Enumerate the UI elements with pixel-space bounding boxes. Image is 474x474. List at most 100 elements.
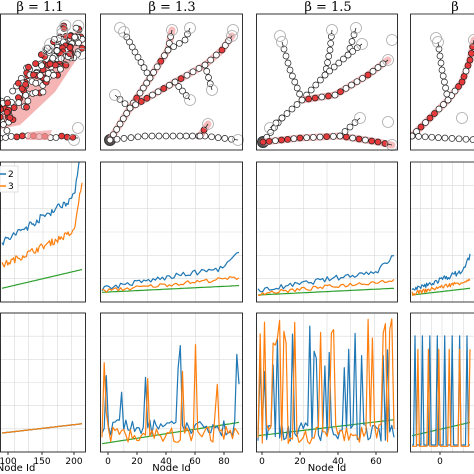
tree-node <box>340 55 347 63</box>
tree-node <box>0 121 7 128</box>
tree-node <box>289 72 296 80</box>
tree-node <box>353 78 361 86</box>
panel-frame <box>410 161 474 303</box>
tree-node <box>369 67 377 75</box>
tree-node <box>52 134 60 141</box>
leaf-node <box>68 134 80 146</box>
series-line-0 <box>101 251 240 291</box>
tree-node <box>37 51 45 58</box>
tree-node <box>15 99 23 106</box>
tree-node <box>22 81 29 88</box>
legend: 23 <box>0 165 19 193</box>
tree-node <box>123 109 131 117</box>
tree-node <box>141 132 149 140</box>
tree-node <box>189 132 196 140</box>
series-line-2 <box>257 287 395 296</box>
tree-panel-0 <box>0 13 86 151</box>
x-tick-label: 40 <box>332 457 344 467</box>
tree-node <box>349 134 357 142</box>
tree-node <box>464 62 472 69</box>
series-line-0 <box>257 255 395 293</box>
leaf-node <box>184 22 196 34</box>
tree-node <box>325 92 332 100</box>
panel-frame <box>100 312 243 453</box>
tree-node <box>288 105 296 113</box>
tree-node <box>374 138 382 146</box>
tree-node <box>134 133 142 141</box>
tree-node <box>113 135 121 143</box>
leaf-node <box>109 89 121 101</box>
tree-node <box>72 24 80 32</box>
leaf-node <box>72 19 85 32</box>
leaf-node <box>274 30 286 42</box>
panel-frame <box>256 161 398 303</box>
tree-node <box>153 63 161 71</box>
tree-node <box>439 72 447 80</box>
tree-node <box>126 104 134 112</box>
x-tick-label: 60 <box>370 457 382 467</box>
tree-node <box>160 85 168 92</box>
tree-node <box>355 135 363 143</box>
leaf-node <box>60 51 73 64</box>
column-titles: β = 1.1 β = 1.3 β = 1.5 β <box>16 0 458 15</box>
series-line-0 <box>101 345 240 437</box>
tree-node <box>132 101 139 109</box>
series-line-1 <box>101 344 240 443</box>
tree-node <box>312 81 320 89</box>
tree-node <box>32 79 40 87</box>
line-panel-mid-panels-1 <box>100 161 243 303</box>
leaf-node <box>114 22 126 34</box>
tree-node <box>284 59 292 67</box>
tree-node <box>120 135 128 142</box>
tree-node <box>327 39 335 47</box>
tree-node <box>66 44 74 51</box>
tree-node <box>164 46 172 54</box>
tree-node <box>448 135 456 142</box>
tree-node <box>455 83 462 90</box>
line-panel-bot-panels-0: 100 150 200 Node Id <box>0 312 86 474</box>
tree-node <box>212 51 220 59</box>
tree-node <box>9 87 16 95</box>
tree-node <box>296 134 304 142</box>
tree-node <box>364 71 372 79</box>
series-line-1 <box>411 278 471 296</box>
leaf-node <box>382 54 394 66</box>
leaf-node <box>264 122 276 134</box>
tree-node <box>421 133 429 141</box>
tree-node <box>189 68 197 76</box>
panel-frame <box>0 161 86 303</box>
tree-node <box>113 125 121 133</box>
leaf-node <box>202 118 214 130</box>
tree-node <box>344 51 352 59</box>
tree-node <box>271 137 279 145</box>
tree-node <box>379 60 387 68</box>
tree-node <box>169 132 177 140</box>
legend-label: 2 <box>8 170 14 180</box>
tree-node <box>32 89 39 97</box>
tree-panel-frame <box>256 13 398 151</box>
panel-frame <box>410 312 474 453</box>
x-tick-label: 40 <box>160 457 172 467</box>
leaf-node <box>356 38 368 50</box>
leaf-node <box>232 134 244 146</box>
x-tick-label: 150 <box>33 457 50 467</box>
series-line-0 <box>411 253 471 291</box>
tree-node <box>24 97 32 105</box>
x-tick-label: 20 <box>131 457 143 467</box>
leaf-node <box>350 22 362 34</box>
tree-node <box>139 84 147 92</box>
tree-node <box>62 61 70 69</box>
leaf-node <box>276 36 288 48</box>
x-tick-label: 80 <box>218 457 230 467</box>
x-tick-label: 60 <box>189 457 201 467</box>
tree-node <box>293 101 301 108</box>
tree-node <box>443 90 451 98</box>
tree-node <box>309 133 317 141</box>
tree-node <box>466 56 474 64</box>
tree-node <box>71 33 79 41</box>
tree-node <box>426 114 434 122</box>
series-line-0 <box>257 325 395 442</box>
panel-frame <box>256 312 398 453</box>
line-panel-mid-panels-2 <box>256 161 398 303</box>
